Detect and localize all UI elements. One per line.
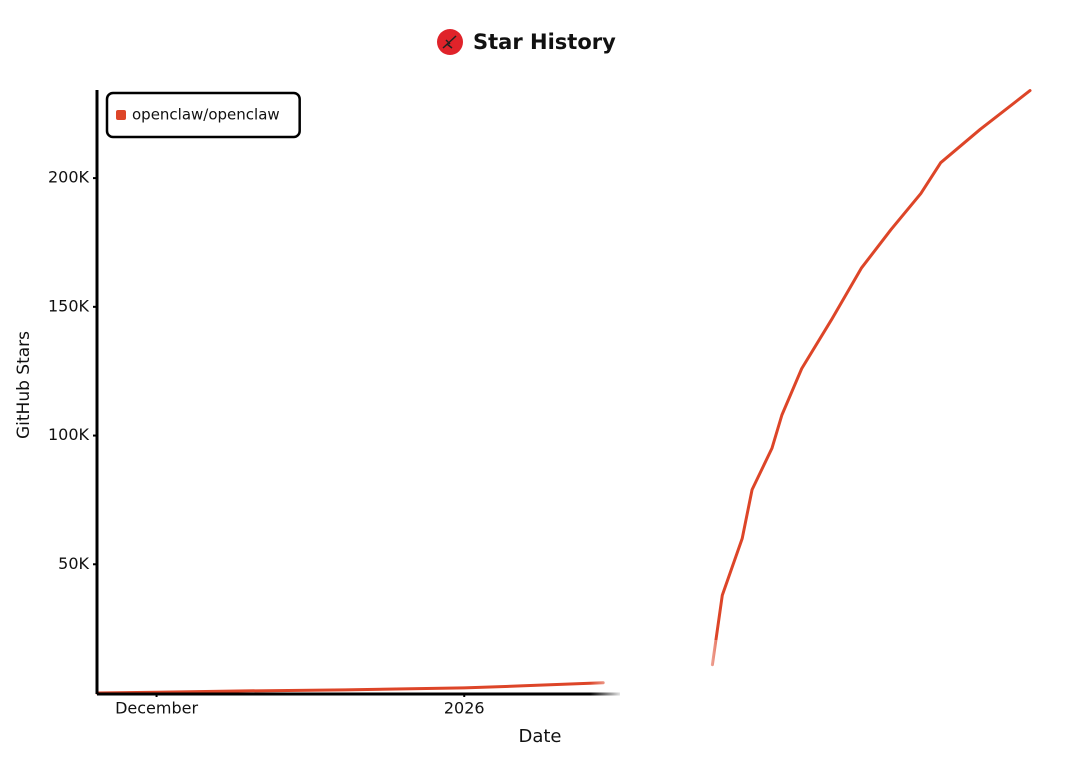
y-tick-label: 150K (48, 296, 90, 315)
y-tick-label: 50K (58, 554, 89, 573)
x-axis-label: Date (518, 726, 561, 747)
legend: openclaw/openclaw (105, 91, 301, 139)
series-line (95, 89, 1032, 695)
y-tick-label: 200K (48, 168, 90, 187)
y-axis-label: GitHub Stars (14, 331, 34, 439)
y-tick-label: 100K (48, 425, 90, 444)
legend-label: openclaw/openclaw (132, 106, 280, 124)
logo-mark (442, 35, 457, 49)
fade-overlay (590, 640, 725, 781)
x-tick-label: December (115, 699, 198, 718)
legend-swatch (116, 110, 126, 120)
plot-area (95, 89, 1032, 695)
chart-title: Star History (473, 30, 616, 54)
legend-box (105, 91, 301, 139)
x-tick-label: 2026 (444, 699, 485, 718)
